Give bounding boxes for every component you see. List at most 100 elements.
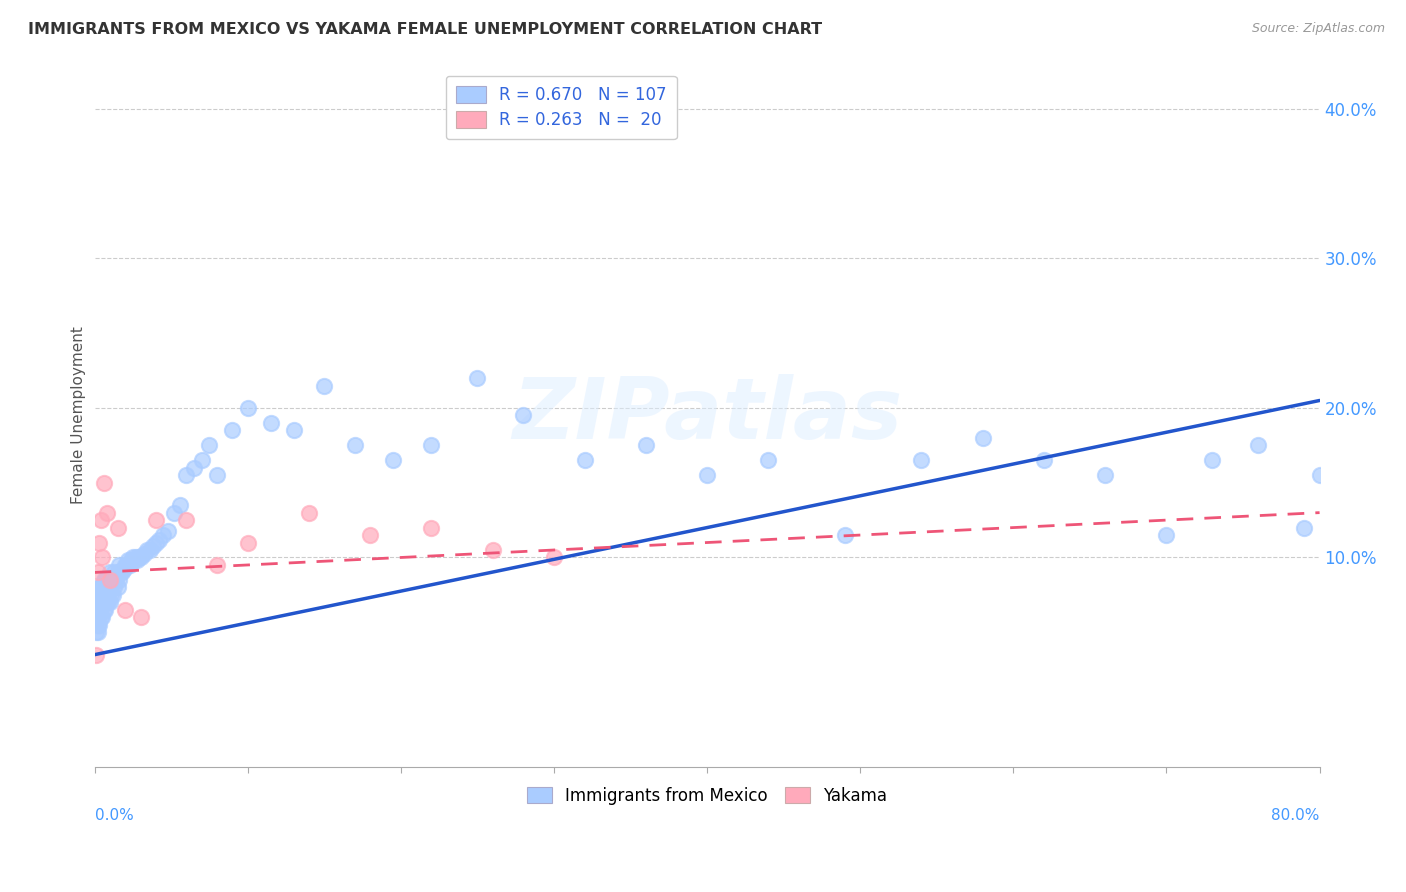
Point [91,610,114,624]
Point [84,625,107,640]
Point [91,595,114,609]
Point [138,543,160,558]
Point [107,581,129,595]
Text: 0.0%: 0.0% [94,808,134,823]
Legend: Immigrants from Mexico, Yakama: Immigrants from Mexico, Yakama [520,780,894,811]
Point [97,595,120,609]
Point [110,566,132,580]
Point [105,573,128,587]
Point [1309,468,1331,483]
Text: Source: ZipAtlas.com: Source: ZipAtlas.com [1251,22,1385,36]
Point [93,573,115,587]
Point [205,468,228,483]
Point [756,453,779,467]
Point [1201,453,1223,467]
Point [124,553,146,567]
Point [90,581,112,595]
Point [98,573,121,587]
Point [114,558,136,572]
Point [96,573,118,587]
Point [696,468,718,483]
Point [148,533,170,547]
Point [100,573,122,587]
Point [191,453,214,467]
Point [84,648,107,662]
Text: ZIPatlas: ZIPatlas [512,374,903,457]
Point [90,610,112,624]
Point [1339,460,1361,475]
Point [142,539,165,553]
Point [93,603,115,617]
Point [101,588,124,602]
Point [132,548,155,562]
Point [128,550,150,565]
Point [107,566,129,580]
Point [420,438,443,452]
Point [84,610,107,624]
Point [93,475,115,490]
Point [1339,550,1361,565]
Point [314,378,336,392]
Point [382,453,405,467]
Point [157,524,180,538]
Point [1294,520,1316,534]
Text: 80.0%: 80.0% [1271,808,1320,823]
Point [1369,161,1392,176]
Point [260,416,283,430]
Point [420,520,443,534]
Point [90,595,112,609]
Point [1400,259,1406,273]
Point [467,371,489,385]
Point [1369,453,1392,467]
Point [183,460,205,475]
Point [117,553,139,567]
Point [96,506,118,520]
Point [112,562,135,576]
Point [94,603,117,617]
Point [86,610,108,624]
Point [1094,468,1116,483]
Point [100,588,122,602]
Point [121,550,143,565]
Point [84,595,107,609]
Point [91,550,114,565]
Point [176,468,198,483]
Point [103,581,125,595]
Point [169,498,191,512]
Point [1400,453,1406,467]
Point [283,423,305,437]
Point [108,573,131,587]
Point [163,506,186,520]
Point [543,550,565,565]
Point [118,558,141,572]
Point [359,528,381,542]
Point [96,595,118,609]
Point [176,513,198,527]
Point [1247,438,1270,452]
Point [90,513,112,527]
Point [129,610,152,624]
Point [834,528,856,542]
Point [90,588,112,602]
Point [98,581,121,595]
Point [115,558,138,572]
Point [114,603,136,617]
Y-axis label: Female Unemployment: Female Unemployment [72,326,86,504]
Point [634,438,657,452]
Point [91,581,114,595]
Point [94,588,117,602]
Point [86,625,108,640]
Point [89,535,111,549]
Point [145,513,167,527]
Point [89,617,111,632]
Point [198,438,221,452]
Point [221,423,243,437]
Point [98,566,121,580]
Point [107,520,129,534]
Point [127,553,149,567]
Point [298,506,321,520]
Point [111,566,134,580]
Point [98,595,121,609]
Point [1156,528,1178,542]
Point [125,550,148,565]
